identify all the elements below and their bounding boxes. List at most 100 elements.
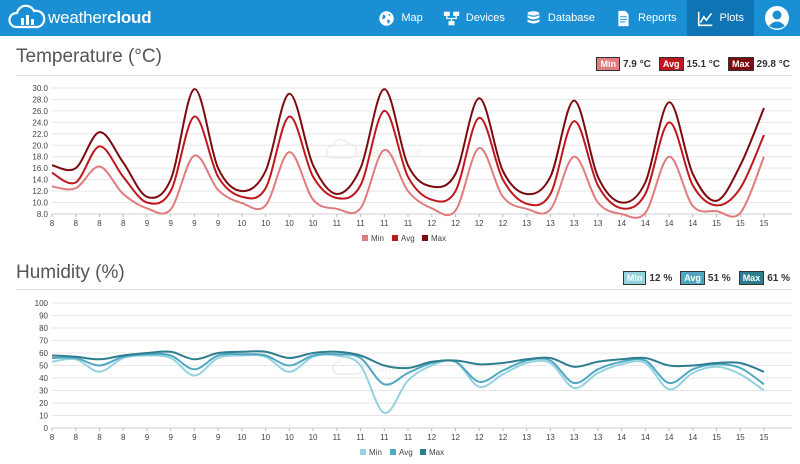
brand-name: weathercloud <box>48 8 152 27</box>
x-tick-label: 12 <box>498 219 507 228</box>
y-tick-label: 8.0 <box>37 210 49 219</box>
brand-logo[interactable]: weathercloud <box>6 0 152 36</box>
series-line-max[interactable] <box>51 88 765 204</box>
y-tick-label: 50 <box>39 362 48 371</box>
legend-label: Avg <box>401 234 415 243</box>
x-tick-label: 9 <box>168 219 173 228</box>
y-tick-label: 30.0 <box>32 84 48 93</box>
legend-item-avg[interactable]: Avg <box>392 234 415 243</box>
legend-swatch <box>362 235 368 241</box>
x-tick-label: 10 <box>285 433 294 442</box>
nav-reports-label: Reports <box>638 12 677 24</box>
legend-swatch <box>420 449 426 455</box>
x-tick-label: 9 <box>145 219 150 228</box>
x-tick-label: 10 <box>285 219 294 228</box>
stat-value-min: 7.9 °C <box>622 58 651 70</box>
stat-value-max: 29.8 °C <box>756 58 790 70</box>
x-tick-label: 9 <box>192 433 197 442</box>
nav-devices[interactable]: Devices <box>433 0 515 36</box>
database-icon <box>527 10 540 24</box>
x-tick-label: 13 <box>546 433 555 442</box>
y-tick-label: 12.0 <box>32 187 48 196</box>
legend-swatch <box>390 449 396 455</box>
x-tick-label: 9 <box>145 433 150 442</box>
x-tick-label: 14 <box>688 433 697 442</box>
x-tick-label: 8 <box>97 219 102 228</box>
x-tick-label: 15 <box>760 219 769 228</box>
temperature-chart: weathercloud 8.0 10.0 12.0 14.0 16.0 18.0 20.0… <box>32 84 792 243</box>
x-tick-label: 12 <box>498 433 507 442</box>
nav-reports[interactable]: Reports <box>605 0 687 36</box>
series-line-min[interactable] <box>51 353 765 414</box>
x-tick-label: 13 <box>593 219 602 228</box>
x-tick-label: 8 <box>74 219 79 228</box>
x-tick-label: 12 <box>427 433 436 442</box>
nav-plots[interactable]: Plots <box>686 0 754 36</box>
temperature-stat-avg: Avg 15.1 °C <box>658 57 721 71</box>
x-tick-label: 13 <box>522 219 531 228</box>
legend-swatch <box>392 235 398 241</box>
stat-tag-max: Max <box>738 271 765 285</box>
x-tick-label: 10 <box>309 433 318 442</box>
series-line-avg[interactable] <box>51 109 765 210</box>
cloud-logo-icon <box>8 4 46 29</box>
legend-item-avg[interactable]: Avg <box>390 448 413 457</box>
y-tick-label: 10 <box>39 412 48 421</box>
stat-value-min: 12 % <box>649 272 673 284</box>
x-tick-label: 15 <box>736 433 745 442</box>
x-tick-label: 11 <box>333 433 342 442</box>
humidity-title: Humidity (%) <box>16 262 125 283</box>
x-tick-label: 10 <box>261 219 270 228</box>
stat-tag-avg: Avg <box>658 57 684 71</box>
report-icon <box>618 10 629 26</box>
y-tick-label: 26.0 <box>32 107 48 116</box>
nav-devices-label: Devices <box>465 12 505 24</box>
y-tick-label: 16.0 <box>32 164 48 173</box>
user-icon <box>765 6 789 30</box>
x-tick-label: 10 <box>261 433 270 442</box>
stat-tag-min: Min <box>622 271 647 285</box>
nav-map-label: Map <box>401 12 423 24</box>
y-tick-label: 20.0 <box>32 141 48 150</box>
x-tick-label: 10 <box>237 219 246 228</box>
y-tick-label: 10.0 <box>32 199 48 208</box>
legend-item-min[interactable]: Min <box>360 448 382 457</box>
nav-database[interactable]: Database <box>515 0 605 36</box>
y-tick-label: 60 <box>39 349 48 358</box>
devices-icon <box>443 11 459 25</box>
globe-icon <box>379 10 395 26</box>
stat-value-avg: 15.1 °C <box>686 58 721 70</box>
y-tick-label: 70 <box>39 337 48 346</box>
humidity-stats: Min 12 % Avg 51 % Max 61 % <box>615 271 790 285</box>
legend-swatch <box>422 235 428 241</box>
x-tick-label: 10 <box>237 433 246 442</box>
x-tick-label: 11 <box>356 433 365 442</box>
nav-plots-label: Plots <box>719 12 744 24</box>
nav-map[interactable]: Map <box>368 0 432 36</box>
x-tick-label: 13 <box>593 433 602 442</box>
legend-label: Avg <box>399 448 413 457</box>
series-line-avg[interactable] <box>51 352 765 386</box>
x-tick-label: 11 <box>404 433 413 442</box>
y-tick-label: 80 <box>39 324 48 333</box>
x-tick-label: 8 <box>50 433 55 442</box>
y-tick-label: 40 <box>39 374 48 383</box>
series-line-min[interactable] <box>51 147 765 219</box>
x-tick-label: 15 <box>712 433 721 442</box>
legend-item-min[interactable]: Min <box>362 234 384 243</box>
x-tick-label: 12 <box>451 433 460 442</box>
x-tick-label: 8 <box>121 433 126 442</box>
temperature-stat-max: Max 29.8 °C <box>728 57 790 71</box>
temperature-stats: Min 7.9 °C Avg 15.1 °C Max 29.8 °C <box>588 57 790 71</box>
user-menu[interactable] <box>754 0 800 36</box>
legend-item-max[interactable]: Max <box>420 448 444 457</box>
x-tick-label: 8 <box>97 433 102 442</box>
humidity-stat-min: Min 12 % <box>622 271 673 285</box>
legend-item-max[interactable]: Max <box>422 234 446 243</box>
x-tick-label: 9 <box>216 219 221 228</box>
series-line-max[interactable] <box>51 350 765 373</box>
line-chart-icon <box>697 11 712 26</box>
y-tick-label: 100 <box>35 299 49 308</box>
x-tick-label: 14 <box>617 219 626 228</box>
